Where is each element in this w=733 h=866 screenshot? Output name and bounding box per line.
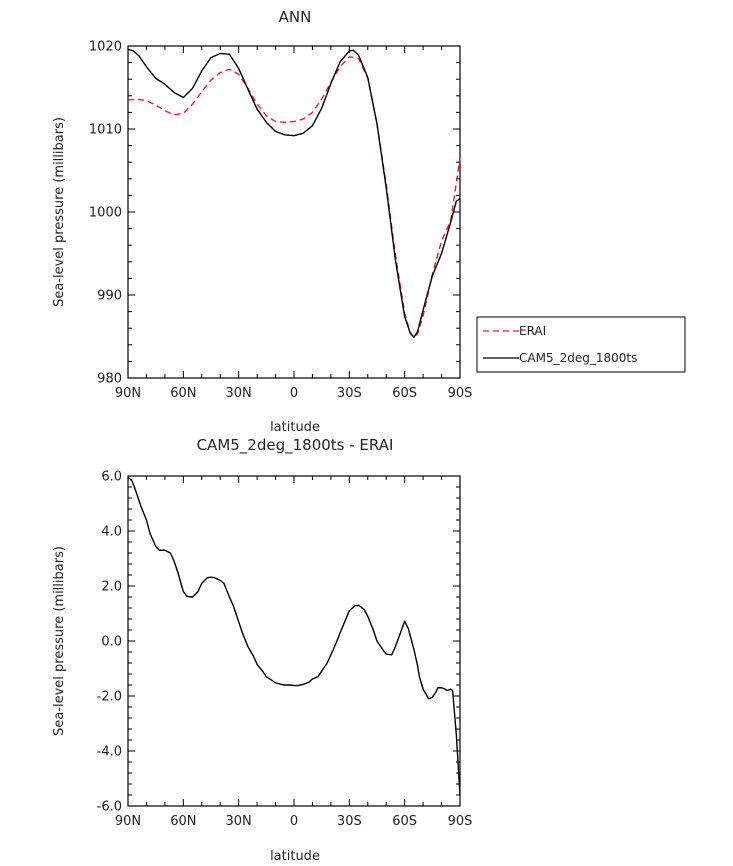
top-panel-frame bbox=[127, 45, 461, 379]
bottom-panel-frame bbox=[127, 475, 461, 807]
top-panel-y-tick-label: 990 bbox=[97, 289, 122, 304]
bottom-panel-series-line-difference bbox=[127, 476, 461, 796]
top-panel-y-ticks: 980 990 1000 1010 1020 bbox=[89, 40, 460, 387]
bottom-panel-x-tick-label: 60N bbox=[170, 814, 196, 829]
bottom-panel-x-tick-label: 30S bbox=[337, 814, 362, 829]
bottom-panel-x-tick-label: 0 bbox=[290, 814, 298, 829]
legend: ERAI CAM5_2deg_1800ts bbox=[476, 316, 686, 373]
top-panel-y-axis-label: Sea-level pressure (millibars) bbox=[52, 117, 67, 307]
bottom-panel-y-tick-label: -4.0 bbox=[97, 745, 122, 760]
top-panel-x-axis-label: latitude bbox=[270, 420, 320, 435]
bottom-panel-x-axis-label: latitude bbox=[270, 849, 320, 864]
bottom-panel-y-axis-label: Sea-level pressure (millibars) bbox=[52, 546, 67, 736]
top-panel-title: ANN bbox=[279, 8, 312, 26]
bottom-panel-y-tick-label: 2.0 bbox=[101, 580, 122, 595]
legend-label-cam5: CAM5_2deg_1800ts bbox=[519, 351, 637, 365]
bottom-panel-x-tick-label: 60S bbox=[392, 814, 417, 829]
bottom-panel-x-tick-label: 90N bbox=[115, 814, 141, 829]
bottom-panel-y-tick-label: 4.0 bbox=[101, 525, 122, 540]
bottom-panel-y-tick-label: -6.0 bbox=[97, 800, 122, 815]
top-panel-x-ticks: 90N 60N 30N 0 30S 60S 90S bbox=[115, 46, 473, 401]
top-panel-y-tick-label: 980 bbox=[97, 372, 122, 387]
top-panel-x-tick-label: 30S bbox=[337, 386, 362, 401]
bottom-panel-y-tick-label: 0.0 bbox=[101, 635, 122, 650]
top-panel-y-tick-label: 1010 bbox=[89, 123, 122, 138]
top-panel-x-tick-label: 0 bbox=[290, 386, 298, 401]
bottom-panel-x-tick-label: 30N bbox=[226, 814, 252, 829]
bottom-panel-y-tick-label: -2.0 bbox=[97, 690, 122, 705]
bottom-panel-y-ticks: -6.0 -4.0 -2.0 0.0 2.0 4.0 6.0 bbox=[97, 470, 460, 815]
bottom-panel-series bbox=[127, 476, 461, 796]
top-panel-y-tick-label: 1020 bbox=[89, 40, 122, 55]
top-panel-x-tick-label: 90N bbox=[115, 386, 141, 401]
legend-label-erai: ERAI bbox=[519, 324, 546, 338]
bottom-panel: CAM5_2deg_1800ts - ERAI -6.0 -4.0 -2.0 0.0 2… bbox=[52, 436, 472, 864]
top-panel-series-line-erai bbox=[127, 56, 461, 339]
top-panel-x-tick-label: 60S bbox=[392, 386, 417, 401]
top-panel-x-tick-label: 60N bbox=[170, 386, 196, 401]
bottom-panel-x-tick-label: 90S bbox=[448, 814, 473, 829]
top-panel-series bbox=[127, 48, 461, 339]
bottom-panel-y-tick-label: 6.0 bbox=[101, 470, 122, 485]
top-panel-y-tick-label: 1000 bbox=[89, 206, 122, 221]
top-panel-x-tick-label: 90S bbox=[448, 386, 473, 401]
top-panel-x-tick-label: 30N bbox=[226, 386, 252, 401]
top-panel-series-line-cam5-2deg-1800ts bbox=[127, 48, 461, 339]
bottom-panel-x-ticks: 90N 60N 30N 0 30S 60S 90S bbox=[115, 476, 473, 829]
bottom-panel-title: CAM5_2deg_1800ts - ERAI bbox=[197, 436, 394, 455]
legend-box bbox=[476, 316, 686, 373]
